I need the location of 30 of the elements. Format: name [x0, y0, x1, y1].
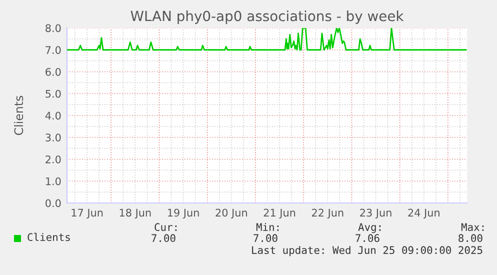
text: 7.00: [254, 234, 278, 242]
x-tick-label: 22 Jun: [312, 208, 344, 219]
x-tick-label: 19 Jun: [168, 208, 199, 219]
y-tick-label: 3.0: [46, 134, 61, 142]
x-tick-label: 20 Jun: [216, 208, 247, 219]
y-tick-label: 5.0: [46, 90, 61, 98]
x-tick-label: 18 Jun: [120, 208, 151, 219]
text: Avg:: [358, 223, 381, 234]
x-tick-label: 17 Jun: [72, 208, 103, 219]
text: 7.06: [356, 234, 380, 242]
text: Last update: Wed Jun 25 09:00:00 2025: [252, 246, 482, 256]
text: Cur:: [154, 223, 177, 232]
x-tick-label: 21 Jun: [264, 208, 296, 219]
y-tick-label: 0.0: [46, 199, 61, 208]
text: 8.00: [458, 234, 482, 242]
x-tick-label: 24 Jun: [408, 208, 440, 219]
y-tick-label: 6.0: [46, 68, 61, 76]
y-tick-label: 1.0: [46, 177, 61, 186]
y-tick-label: 4.0: [45, 112, 61, 120]
text: Min:: [256, 222, 279, 231]
legend-label: Clients: [28, 232, 70, 242]
y-tick-label: 8.0: [46, 24, 61, 32]
chart-title: WLAN phy0-ap0 associations - by week: [130, 10, 404, 24]
text: Max:: [461, 223, 484, 232]
y-tick-label: 7.0: [46, 46, 61, 54]
y-axis-title: Clients: [14, 96, 24, 135]
text: 7.00: [152, 234, 176, 242]
x-tick-label: 23 Jun: [360, 208, 392, 219]
line-series: [67, 28, 467, 51]
y-tick-label: 2.0: [46, 155, 61, 164]
